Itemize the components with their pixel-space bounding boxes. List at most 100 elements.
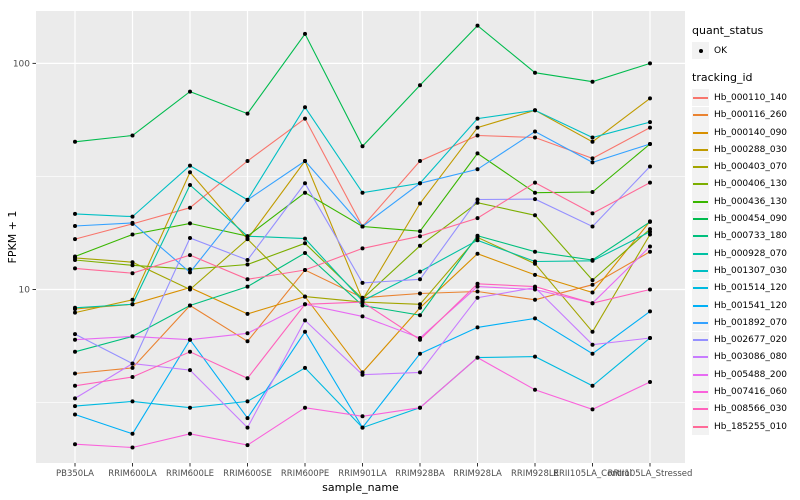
data-point	[303, 181, 307, 186]
legend-key-swatch	[692, 227, 709, 245]
data-point	[73, 396, 77, 401]
data-point	[648, 244, 652, 249]
data-point	[188, 236, 192, 240]
data-point	[648, 120, 652, 125]
data-point	[418, 159, 422, 163]
data-point	[73, 337, 77, 342]
data-point	[73, 211, 77, 216]
legend-key-swatch	[692, 331, 709, 349]
x-tick-label: RRIM928LA	[453, 469, 502, 479]
legend-line-icon	[693, 390, 708, 393]
data-point	[130, 375, 135, 379]
legend-key-swatch	[692, 383, 709, 401]
legend-key-swatch	[692, 210, 709, 228]
data-point	[533, 190, 537, 195]
data-point	[188, 287, 192, 292]
legend-entry-Hb_001892_070: Hb_001892_070	[692, 314, 798, 332]
data-point	[73, 383, 77, 388]
legend-key-swatch	[692, 124, 709, 142]
data-point	[590, 329, 595, 334]
legend-line-icon	[693, 183, 708, 186]
data-point	[360, 144, 365, 149]
data-point	[590, 258, 595, 263]
data-point	[533, 197, 537, 202]
legend-entry-Hb_185255_010: Hb_185255_010	[692, 418, 798, 436]
legend-entry-label: Hb_007416_060	[714, 386, 788, 397]
data-point	[475, 125, 480, 130]
data-point	[188, 267, 192, 272]
data-point	[303, 318, 307, 323]
data-point	[590, 278, 595, 283]
x-tick-label: RRIM600SE	[223, 469, 272, 479]
data-point	[130, 445, 135, 450]
legend-key-swatch	[692, 245, 709, 263]
data-point	[73, 349, 77, 354]
legend-line-icon	[693, 408, 708, 411]
data-point	[475, 23, 480, 28]
legend-entry-Hb_001541_120: Hb_001541_120	[692, 297, 798, 314]
data-point	[73, 442, 77, 447]
x-tick-label: RRII105LA_Stressed	[608, 469, 693, 479]
data-point	[130, 271, 135, 276]
legend-entry-label: Hb_000116_260	[714, 110, 788, 121]
legend-entry-label: Hb_000288_030	[714, 144, 788, 155]
data-point	[73, 332, 77, 337]
data-point	[360, 246, 365, 251]
x-tick-label: RRIM928LE	[511, 469, 559, 479]
legend-line-icon	[693, 235, 708, 238]
data-point	[648, 142, 652, 146]
data-point	[73, 310, 77, 315]
data-point	[130, 220, 135, 225]
data-point	[533, 135, 537, 140]
data-point	[418, 201, 422, 206]
data-point	[590, 290, 595, 295]
data-point	[360, 414, 365, 419]
data-point	[533, 180, 537, 185]
x-tick-label: RRIM928BA	[395, 469, 445, 479]
x-tick-label: RRII105LA_Control	[553, 469, 632, 479]
data-point	[590, 139, 595, 144]
data-point	[303, 268, 307, 272]
legend-entry-Hb_000406_130: Hb_000406_130	[692, 175, 798, 193]
data-point	[303, 190, 307, 195]
y-tick-label: 100	[13, 59, 30, 69]
data-point	[590, 156, 595, 161]
data-point	[533, 387, 537, 392]
legend-entry-Hb_008566_030: Hb_008566_030	[692, 400, 798, 418]
data-point	[303, 405, 307, 410]
legend-entry-Hb_000288_030: Hb_000288_030	[692, 141, 798, 159]
data-point	[73, 254, 77, 259]
data-point	[360, 280, 365, 285]
data-point	[188, 405, 192, 410]
data-point	[73, 139, 77, 144]
legend-entry-label: Hb_000406_130	[714, 179, 788, 190]
data-point	[245, 339, 250, 344]
legend-entry-Hb_000403_070: Hb_000403_070	[692, 158, 798, 176]
plot-panel	[36, 11, 685, 463]
data-point	[360, 372, 365, 377]
data-point	[418, 370, 422, 375]
data-point	[245, 416, 250, 421]
data-point	[648, 219, 652, 224]
data-point	[303, 31, 307, 36]
data-point	[590, 282, 595, 287]
legend-line-icon	[693, 96, 708, 99]
data-point	[590, 211, 595, 216]
legend-entry-Hb_000928_070: Hb_000928_070	[692, 245, 798, 263]
data-point	[188, 270, 192, 275]
legend-line-icon	[693, 304, 708, 307]
x-tick-label: RRIM600PE	[281, 469, 329, 479]
data-point	[303, 241, 307, 246]
data-point	[188, 303, 192, 308]
legend-key-swatch	[692, 348, 709, 366]
data-point	[245, 277, 250, 282]
data-point	[360, 303, 365, 308]
data-point	[418, 277, 422, 282]
y-tick-label: 10	[19, 286, 31, 296]
data-point	[188, 89, 192, 94]
data-point	[590, 342, 595, 347]
data-point	[533, 354, 537, 359]
legend-key-swatch	[692, 262, 709, 280]
legend-key-swatch	[692, 418, 709, 436]
x-tick-label: RRIM600LE	[166, 469, 214, 479]
